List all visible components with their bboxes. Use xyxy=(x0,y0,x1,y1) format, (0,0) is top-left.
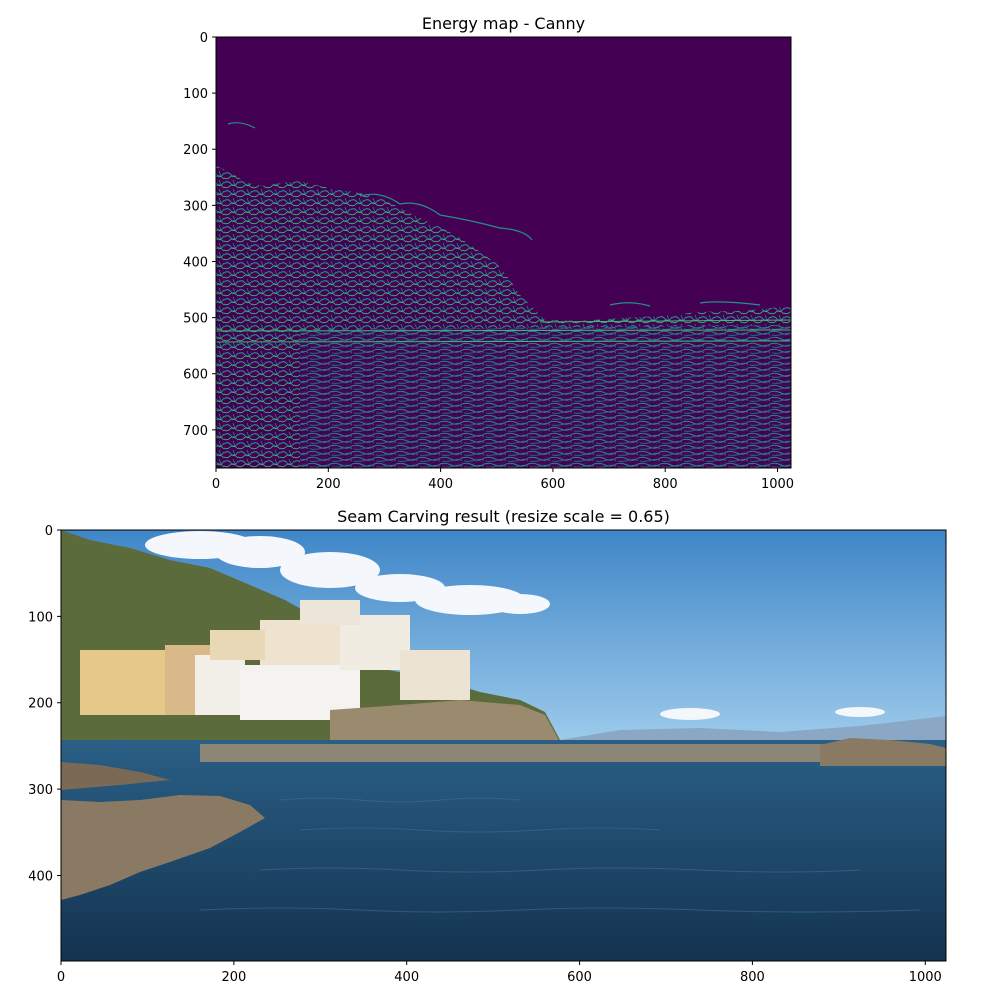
chart1-x-tick-label: 1000 xyxy=(761,477,794,492)
chart1-frame xyxy=(215,36,792,469)
chart-energy-map: Energy map - Canny 0 200 400 600 800 1000 0 10… xyxy=(183,14,794,492)
chart2-x-tick-label: 0 xyxy=(57,970,65,985)
chart1-x-tick-label: 400 xyxy=(428,477,453,492)
chart2-distant-hills xyxy=(560,716,946,742)
chart1-x-tick-label: 200 xyxy=(316,477,341,492)
chart1-image xyxy=(215,37,792,468)
chart1-y-tick-label: 200 xyxy=(183,143,208,158)
chart2-pier xyxy=(200,744,840,762)
chart2-cliff xyxy=(330,700,560,742)
chart1-y-tick-label: 600 xyxy=(183,368,208,383)
chart2-sea-ripples xyxy=(199,797,921,913)
chart2-frame xyxy=(60,529,947,962)
chart2-image xyxy=(61,530,946,961)
chart1-y-tick-label: 500 xyxy=(183,312,208,327)
chart1-title: Energy map - Canny xyxy=(422,14,585,33)
chart1-x-tick-label: 800 xyxy=(653,477,678,492)
chart1-x-tick-label: 600 xyxy=(541,477,566,492)
chart2-x-tick-label: 200 xyxy=(221,970,246,985)
chart2-x-axis: 0 200 400 600 800 1000 xyxy=(57,961,942,985)
chart1-y-tick-label: 700 xyxy=(183,424,208,439)
chart1-y-tick-label: 400 xyxy=(183,255,208,270)
chart2-x-tick-label: 800 xyxy=(740,970,765,985)
chart-seam-carving: Seam Carving result (resize scale = 0.65… xyxy=(28,507,947,985)
chart2-y-tick-label: 100 xyxy=(28,610,53,625)
chart2-title: Seam Carving result (resize scale = 0.65… xyxy=(337,507,670,526)
chart2-y-tick-label: 200 xyxy=(28,697,53,712)
chart1-horizon-line xyxy=(215,319,792,343)
chart2-foreground-rocks xyxy=(61,795,265,900)
chart2-clouds xyxy=(145,531,885,720)
chart1-y-tick-label: 100 xyxy=(183,87,208,102)
chart1-x-axis: 0 200 400 600 800 1000 xyxy=(212,468,794,492)
chart1-y-tick-label: 0 xyxy=(200,31,208,46)
chart2-y-tick-label: 400 xyxy=(28,869,53,884)
chart2-sea xyxy=(61,740,946,961)
chart2-x-tick-label: 400 xyxy=(394,970,419,985)
chart2-y-tick-label: 0 xyxy=(45,524,53,539)
chart2-rocks-shore xyxy=(61,762,170,790)
chart1-y-tick-label: 300 xyxy=(183,199,208,214)
chart2-y-tick-label: 300 xyxy=(28,783,53,798)
chart1-y-axis: 0 100 200 300 400 500 600 700 xyxy=(183,31,216,439)
chart2-x-tick-label: 600 xyxy=(567,970,592,985)
chart2-y-axis: 0 100 200 300 400 xyxy=(28,524,61,884)
chart2-breakwater xyxy=(820,738,946,766)
chart2-buildings xyxy=(80,600,470,720)
chart1-x-tick-label: 0 xyxy=(212,477,220,492)
chart1-edge-clouds xyxy=(227,122,761,307)
chart1-edge-sea xyxy=(300,325,791,468)
chart2-x-tick-label: 1000 xyxy=(909,970,942,985)
